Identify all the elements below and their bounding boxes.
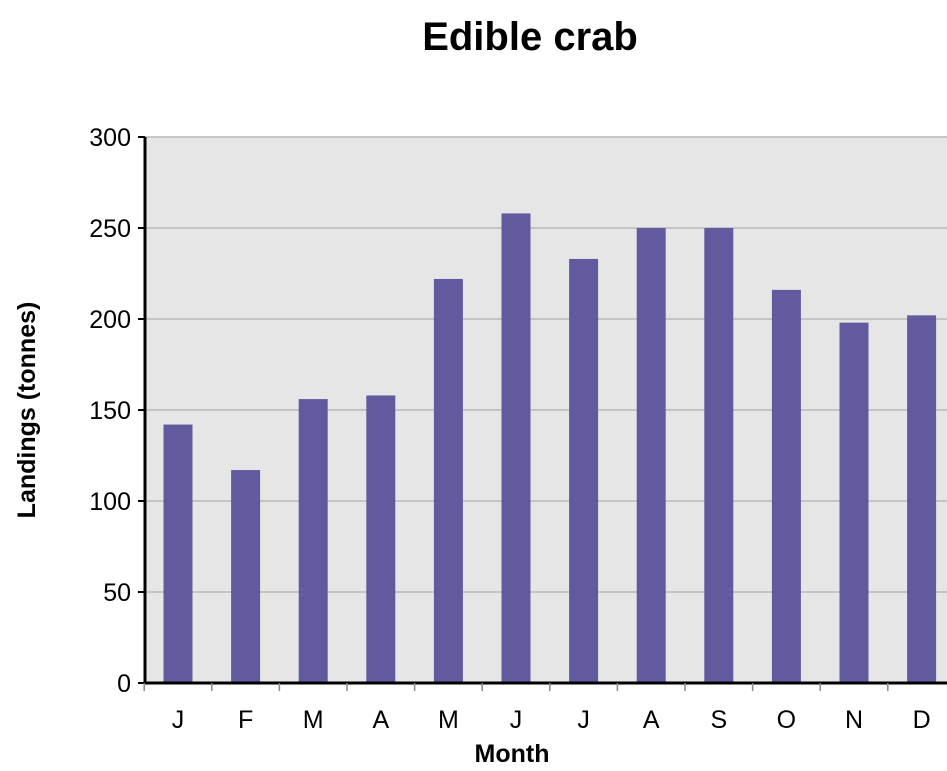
chart-title: Edible crab [422,15,638,59]
y-tick-label: 0 [117,670,131,698]
x-tick-label: N [845,706,863,734]
bar-12 [907,315,937,683]
x-tick-label: A [643,706,660,734]
y-tick-label: 300 [89,124,131,152]
y-axis-title: Landings (tonnes) [13,302,41,519]
x-tick-label: M [438,706,459,734]
bar-4 [366,395,396,683]
bar-10 [771,289,801,683]
bar-8 [636,228,666,683]
gridlines [145,136,947,593]
bar-1 [163,424,193,683]
x-tick-label: O [777,706,796,734]
x-tick-label: F [238,706,253,734]
y-tick-label: 100 [89,488,131,516]
y-tick-label: 200 [89,306,131,334]
bar-2 [231,470,261,683]
y-tick-label: 250 [89,215,131,243]
x-tick-label: S [710,706,727,734]
x-tick-label: J [172,706,185,734]
x-tick-label: J [577,706,590,734]
x-tick-label: J [510,706,523,734]
y-tick-labels: 0 50 100 150 200 250 300 [89,124,145,698]
bar-5 [433,278,463,683]
bar-11 [839,322,869,683]
y-tick-label: 50 [103,579,131,607]
bar-3 [298,399,328,683]
bar-9 [704,228,734,683]
x-tick-label: M [303,706,324,734]
bar-6 [501,213,531,683]
y-tick-label: 150 [89,397,131,425]
x-axis-title: Month [475,740,550,768]
x-tick-label: A [372,706,389,734]
bar-7 [569,258,599,683]
bars [163,213,937,683]
x-tick-label: D [913,706,931,734]
